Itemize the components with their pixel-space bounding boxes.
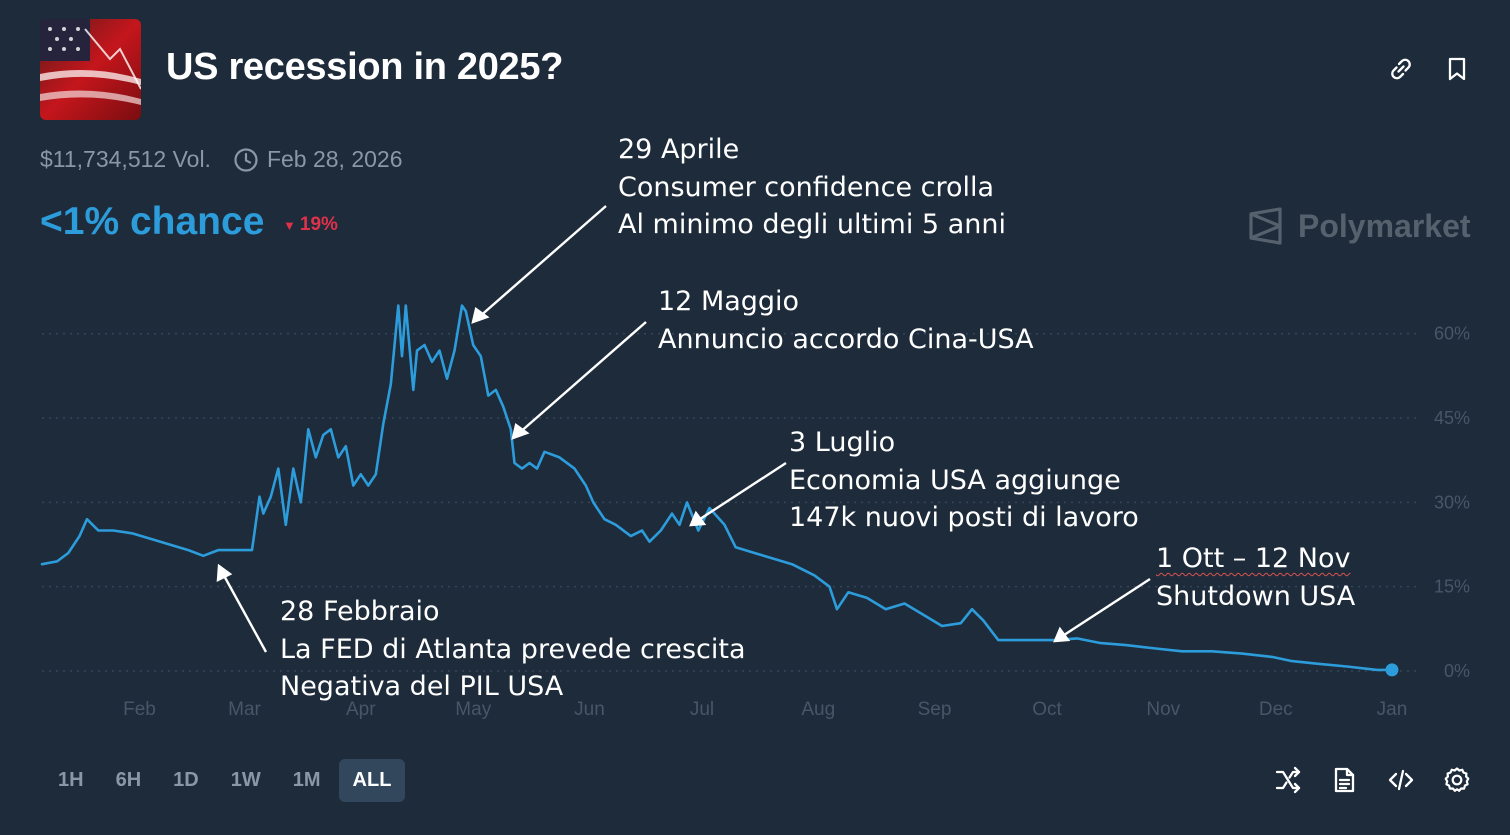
end-date: Feb 28, 2026 xyxy=(266,146,403,172)
polymarket-icon xyxy=(1249,207,1282,245)
range-1h[interactable]: 1H xyxy=(58,769,84,791)
y-tick-label: 0% xyxy=(1444,661,1470,681)
x-tick-label: Nov xyxy=(1146,699,1180,720)
x-tick-label: May xyxy=(455,699,491,720)
arrow-apr29 xyxy=(477,205,607,319)
document-icon[interactable] xyxy=(1330,766,1358,794)
x-tick-label: Jan xyxy=(1377,699,1408,720)
shuffle-icon[interactable] xyxy=(1274,766,1302,794)
x-tick-label: Mar xyxy=(228,699,261,720)
time-range-selector: 1H 6H 1D 1W 1M ALL xyxy=(44,759,406,802)
probability-line xyxy=(40,304,1394,672)
annotation-may12: 12 Maggio Annuncio accordo Cina-USA xyxy=(658,283,1034,358)
annotation-line: 3 Luglio xyxy=(789,427,896,458)
annotation-apr29: 29 Aprile Consumer confidence crolla Al … xyxy=(618,131,1006,244)
annotation-line: 12 Maggio xyxy=(658,286,800,317)
market-meta: $11,734,512 Vol. Feb 28, 2026 xyxy=(40,146,403,173)
x-tick-label: Oct xyxy=(1032,699,1062,720)
annotation-line: Economia USA aggiunge xyxy=(789,464,1121,496)
arrow-shutdown xyxy=(1060,577,1151,639)
x-tick-label: Sep xyxy=(918,699,952,720)
x-tick-label: Dec xyxy=(1259,699,1293,720)
annotation-line: Consumer confidence crolla xyxy=(618,171,995,203)
code-icon[interactable] xyxy=(1387,766,1415,794)
y-tick-label: 15% xyxy=(1434,577,1470,597)
range-1m[interactable]: 1M xyxy=(292,769,321,791)
range-1d[interactable]: 1D xyxy=(173,769,199,791)
arrow-feb28 xyxy=(220,571,268,653)
y-tick-label: 60% xyxy=(1434,324,1470,344)
annotation-line: Al minimo degli ultimi 5 anni xyxy=(618,209,1006,240)
x-tick-label: Jun xyxy=(574,699,605,720)
annotation-shutdown: 1 Ott – 12 Nov Shutdown USA xyxy=(1156,540,1355,615)
us-flag-image xyxy=(40,19,141,120)
range-1w[interactable]: 1W xyxy=(230,769,261,791)
arrow-jul3 xyxy=(696,461,787,523)
market-thumbnail xyxy=(40,19,141,120)
brand-name: Polymarket xyxy=(1298,207,1471,244)
change-badge: ▼ 19% xyxy=(283,214,338,236)
annotation-line: 28 Febbraio xyxy=(280,596,440,627)
arrow-may12 xyxy=(517,321,647,435)
link-icon[interactable] xyxy=(1386,54,1416,84)
market-title: US recession in 2025? xyxy=(166,46,564,88)
down-arrow-icon: ▼ xyxy=(283,217,296,233)
annotation-line: Shutdown USA xyxy=(1156,580,1356,612)
annotation-line: Negativa del PIL USA xyxy=(280,671,564,702)
gear-icon[interactable] xyxy=(1443,766,1471,794)
volume-label: $11,734,512 Vol. xyxy=(40,146,211,172)
change-value: 19% xyxy=(299,214,338,235)
arrowhead-shutdown xyxy=(1053,626,1071,643)
annotation-line: La FED di Atlanta prevede crescita xyxy=(280,633,746,665)
annotation-arrows xyxy=(216,205,1151,653)
y-tick-label: 45% xyxy=(1434,408,1470,428)
range-6h[interactable]: 6H xyxy=(115,769,142,791)
polymarket-logo: Polymarket xyxy=(1246,206,1471,246)
annotation-feb28: 28 Febbraio La FED di Atlanta prevede cr… xyxy=(280,593,746,706)
annotation-line: 29 Aprile xyxy=(618,134,740,165)
annotation-line: 147k nuovi posti di lavoro xyxy=(789,502,1139,533)
chance-value: <1% chance xyxy=(40,200,265,243)
arrowhead-may12 xyxy=(511,422,530,440)
annotation-line: 1 Ott – 12 Nov xyxy=(1156,543,1351,574)
arrowhead-feb28 xyxy=(216,563,233,583)
range-all[interactable]: ALL xyxy=(338,759,406,802)
arrowhead-apr29 xyxy=(471,306,490,324)
bookmark-icon[interactable] xyxy=(1442,54,1472,84)
x-tick-label: Feb xyxy=(123,699,156,720)
annotation-jul3: 3 Luglio Economia USA aggiunge 147k nuov… xyxy=(789,424,1139,537)
x-tick-label: Apr xyxy=(346,699,376,720)
current-price-dot xyxy=(1385,663,1399,677)
annotation-line: Annuncio accordo Cina-USA xyxy=(658,323,1034,355)
x-tick-label: Jul xyxy=(690,699,714,720)
clock-icon xyxy=(234,147,258,172)
x-tick-label: Aug xyxy=(801,699,835,720)
arrowhead-jul3 xyxy=(689,510,707,527)
y-tick-label: 30% xyxy=(1434,492,1470,512)
